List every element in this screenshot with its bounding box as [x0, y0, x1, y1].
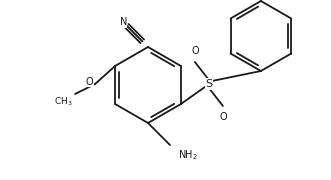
- Text: N: N: [119, 17, 127, 27]
- Text: S: S: [205, 79, 213, 89]
- Text: O: O: [85, 77, 93, 87]
- Text: CH$_3$: CH$_3$: [55, 96, 73, 109]
- Text: O: O: [219, 112, 227, 122]
- Text: O: O: [191, 46, 199, 56]
- Text: NH$_2$: NH$_2$: [178, 148, 198, 162]
